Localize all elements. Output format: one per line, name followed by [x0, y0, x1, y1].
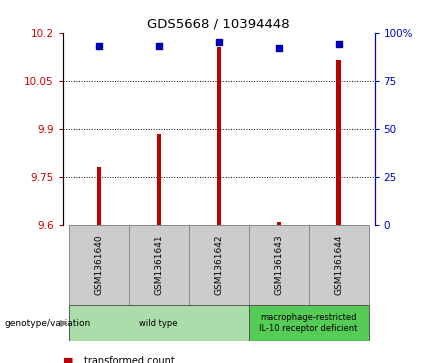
Point — [335, 41, 342, 47]
Text: GSM1361642: GSM1361642 — [214, 235, 223, 295]
Bar — [249, 305, 368, 341]
Bar — [69, 225, 129, 305]
Text: GSM1361641: GSM1361641 — [154, 234, 163, 295]
Bar — [189, 225, 249, 305]
Bar — [277, 223, 281, 225]
Point — [155, 43, 162, 49]
Point — [95, 43, 102, 49]
Bar — [129, 225, 189, 305]
Text: GSM1361644: GSM1361644 — [334, 235, 343, 295]
Bar — [69, 305, 249, 341]
Bar — [249, 225, 309, 305]
Point — [215, 39, 222, 45]
Text: genotype/variation: genotype/variation — [4, 319, 90, 327]
Bar — [216, 47, 221, 225]
Text: ▶: ▶ — [60, 318, 67, 328]
Bar — [97, 167, 101, 225]
Text: ■: ■ — [63, 356, 73, 363]
Text: wild type: wild type — [139, 319, 178, 327]
Text: GSM1361640: GSM1361640 — [94, 234, 103, 295]
Title: GDS5668 / 10394448: GDS5668 / 10394448 — [147, 17, 290, 30]
Bar — [309, 225, 368, 305]
Bar — [336, 60, 341, 225]
Text: macrophage-restricted
IL-10 receptor deficient: macrophage-restricted IL-10 receptor def… — [259, 313, 358, 333]
Text: transformed count: transformed count — [84, 356, 175, 363]
Bar — [157, 134, 161, 225]
Text: GSM1361643: GSM1361643 — [274, 234, 283, 295]
Point — [275, 45, 282, 51]
